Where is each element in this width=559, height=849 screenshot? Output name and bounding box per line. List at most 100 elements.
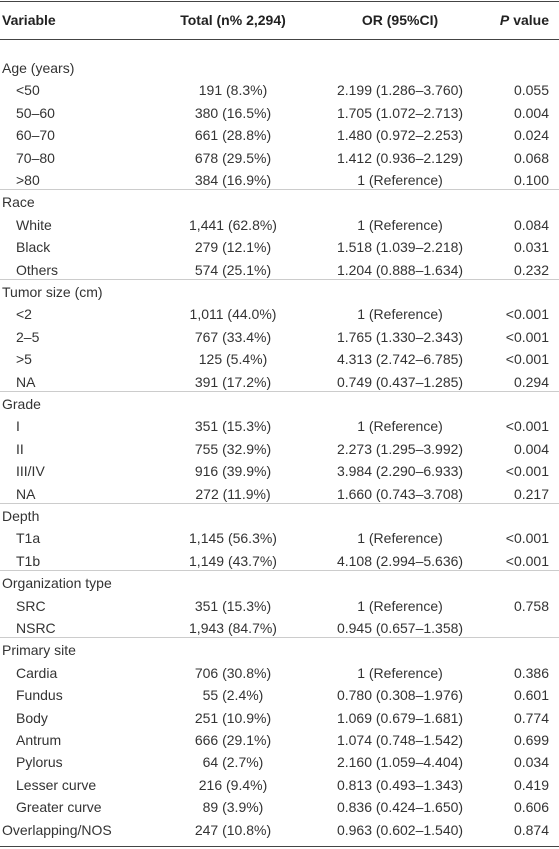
cell: 1 (Reference) xyxy=(357,664,443,681)
row-label: Overlapping/NOS xyxy=(2,821,112,838)
cell: 1.705 (1.072–2.713) xyxy=(336,104,464,121)
cell: 0.749 (0.437–1.285) xyxy=(336,373,464,390)
cell: 1,943 (84.7%) xyxy=(189,620,277,636)
cell: 0.024 xyxy=(513,127,549,144)
header-cell: Variable xyxy=(2,12,56,28)
cell: 0.758 xyxy=(513,597,549,614)
row-label: Pylorus xyxy=(16,754,63,771)
section-label: Age (years) xyxy=(2,60,75,76)
cell: 1.204 (0.888–1.634) xyxy=(336,261,464,278)
cell: 391 (17.2%) xyxy=(194,373,272,390)
cell: 916 (39.9%) xyxy=(194,463,272,480)
cell: 0.963 (0.602–1.540) xyxy=(336,821,464,838)
cell: <0.001 xyxy=(505,552,549,569)
cell: 0.217 xyxy=(513,485,549,502)
cell: 89 (3.9%) xyxy=(202,799,264,816)
cell: 1.069 (0.679–1.681) xyxy=(336,709,464,726)
cell: 191 (8.3%) xyxy=(198,82,268,99)
cell: 661 (28.8%) xyxy=(194,127,272,144)
row-label: III/IV xyxy=(16,463,45,480)
cell: 351 (15.3%) xyxy=(194,418,272,435)
cell: 1,149 (43.7%) xyxy=(189,552,277,569)
section-label: Organization type xyxy=(2,575,112,592)
row-label: Greater curve xyxy=(16,799,102,816)
cell: 2.273 (1.295–3.992) xyxy=(336,440,464,457)
row-label: NSRC xyxy=(16,620,56,636)
top-rule xyxy=(0,1,559,2)
cell: 1 (Reference) xyxy=(357,306,443,323)
cell: 0.836 (0.424–1.650) xyxy=(336,799,464,816)
row-label: 50–60 xyxy=(16,104,55,121)
row-label: Black xyxy=(16,239,51,256)
cell: <0.001 xyxy=(505,418,549,435)
cell: 4.108 (2.994–5.636) xyxy=(336,552,464,569)
cell: 0.601 xyxy=(513,687,549,704)
row-label: NA xyxy=(16,373,36,390)
cell: 0.386 xyxy=(513,664,549,681)
cell: 1.074 (0.748–1.542) xyxy=(336,732,464,748)
cell: 666 (29.1%) xyxy=(194,732,272,748)
section-rule xyxy=(0,503,559,504)
cell: 1,441 (62.8%) xyxy=(189,216,277,233)
cell: 0.699 xyxy=(513,732,549,748)
cell: 3.984 (2.290–6.933) xyxy=(336,463,464,480)
cell: 0.606 xyxy=(513,799,549,816)
cell: 0.084 xyxy=(513,216,549,233)
cell: 767 (33.4%) xyxy=(194,328,272,345)
header-text: value xyxy=(513,12,549,28)
cell: 1 (Reference) xyxy=(357,418,443,435)
bottom-rule xyxy=(0,846,559,847)
cell: 1 (Reference) xyxy=(357,216,443,233)
section-label: Primary site xyxy=(2,642,76,659)
cell: 64 (2.7%) xyxy=(202,754,264,771)
section-rule xyxy=(0,391,559,392)
cell: 1,145 (56.3%) xyxy=(189,530,277,547)
cell: 574 (25.1%) xyxy=(194,261,272,278)
row-label: Body xyxy=(16,709,48,726)
row-label: Others xyxy=(16,261,59,278)
row-label: Antrum xyxy=(16,732,62,748)
cell: 351 (15.3%) xyxy=(194,597,272,614)
cell: 0.034 xyxy=(513,754,549,771)
section-rule xyxy=(0,189,559,191)
cell: 384 (16.9%) xyxy=(194,172,272,188)
row-label: Cardia xyxy=(16,664,58,681)
row-label: T1b xyxy=(16,552,41,569)
header-cell: Total (n% 2,294) xyxy=(180,12,286,28)
cell: 1.765 (1.330–2.343) xyxy=(336,328,464,345)
section-label: Race xyxy=(2,194,35,211)
cell: 55 (2.4%) xyxy=(202,687,264,704)
cell: 0.774 xyxy=(513,709,549,726)
cell: 0.055 xyxy=(513,82,549,99)
section-label: Grade xyxy=(2,396,41,412)
cell: 1.660 (0.743–3.708) xyxy=(336,485,464,502)
cell: 4.313 (2.742–6.785) xyxy=(336,351,464,368)
row-label: I xyxy=(16,418,20,435)
cell: 2.199 (1.286–3.760) xyxy=(336,82,464,99)
cell: 1,011 (44.0%) xyxy=(189,306,277,323)
cell: 272 (11.9%) xyxy=(195,485,271,502)
cell: 251 (10.9%) xyxy=(194,709,272,726)
row-label: >5 xyxy=(16,351,32,368)
row-label: White xyxy=(16,216,52,233)
cell: 0.004 xyxy=(513,440,549,457)
section-rule xyxy=(0,279,559,280)
cell: 2.160 (1.059–4.404) xyxy=(336,754,464,771)
cell: 0.780 (0.308–1.976) xyxy=(336,687,464,704)
cell: 279 (12.1%) xyxy=(194,239,272,256)
header-text: P xyxy=(499,12,510,28)
cell: 706 (30.8%) xyxy=(194,664,272,681)
cell: 0.294 xyxy=(513,373,549,390)
cell: 0.068 xyxy=(513,149,549,166)
cell: <0.001 xyxy=(505,306,549,323)
cell: 0.874 xyxy=(513,821,549,838)
cell: <0.001 xyxy=(505,351,549,368)
row-label: <2 xyxy=(16,306,32,323)
row-label: II xyxy=(16,440,24,457)
section-label: Tumor size (cm) xyxy=(2,284,103,300)
row-label: <50 xyxy=(16,82,40,99)
cell: 1 (Reference) xyxy=(357,597,443,614)
section-rule xyxy=(0,570,559,572)
cell: 0.813 (0.493–1.343) xyxy=(336,776,464,793)
